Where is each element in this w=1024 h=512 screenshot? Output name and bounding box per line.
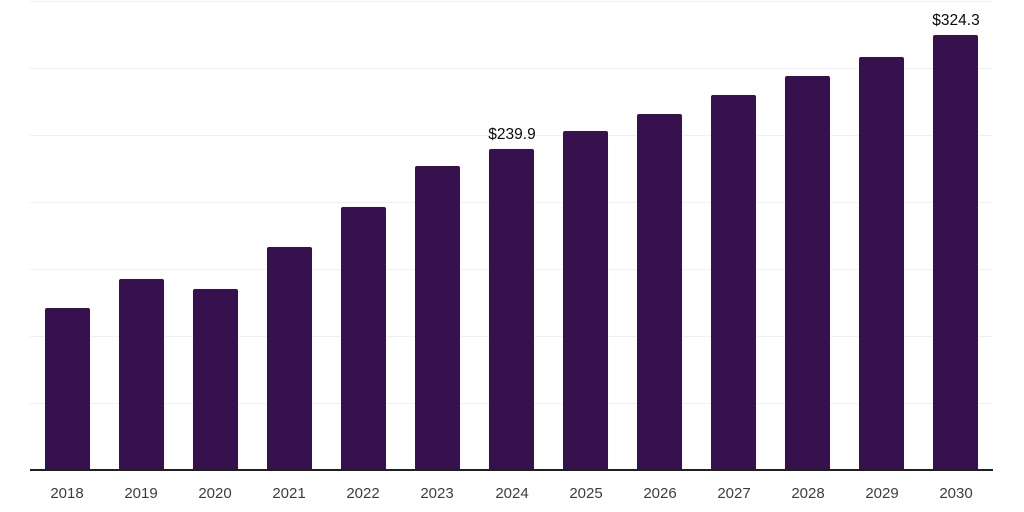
bar-2025 xyxy=(563,131,608,470)
bar-2027 xyxy=(711,95,756,470)
x-tick-label-2021: 2021 xyxy=(272,485,306,502)
x-tick-label-2020: 2020 xyxy=(198,485,232,502)
x-tick-label-2029: 2029 xyxy=(865,485,899,502)
gridline-350 xyxy=(30,1,993,2)
x-tick-label-2022: 2022 xyxy=(346,485,380,502)
x-axis-line xyxy=(30,469,993,471)
bar-value-label-2024: $239.9 xyxy=(488,126,536,143)
x-tick-label-2023: 2023 xyxy=(420,485,454,502)
x-tick-label-2028: 2028 xyxy=(791,485,825,502)
bar-2020 xyxy=(193,289,238,470)
bar-2018 xyxy=(45,308,90,470)
gridline-250 xyxy=(30,135,993,136)
bar-2023 xyxy=(415,166,460,470)
x-tick-label-2018: 2018 xyxy=(50,485,84,502)
bar-2029 xyxy=(859,57,904,470)
bar-2021 xyxy=(267,247,312,470)
gridline-300 xyxy=(30,68,993,69)
x-tick-label-2026: 2026 xyxy=(643,485,677,502)
x-tick-label-2030: 2030 xyxy=(939,485,973,502)
x-tick-label-2024: 2024 xyxy=(495,485,529,502)
x-tick-label-2019: 2019 xyxy=(124,485,158,502)
bar-2024 xyxy=(489,149,534,470)
bar-2019 xyxy=(119,279,164,470)
bar-value-label-2030: $324.3 xyxy=(932,12,980,29)
bar-2022 xyxy=(341,207,386,470)
x-tick-label-2027: 2027 xyxy=(717,485,751,502)
bar-2028 xyxy=(785,76,830,470)
bar-2026 xyxy=(637,114,682,470)
x-tick-label-2025: 2025 xyxy=(569,485,603,502)
bar-2030 xyxy=(933,35,978,470)
